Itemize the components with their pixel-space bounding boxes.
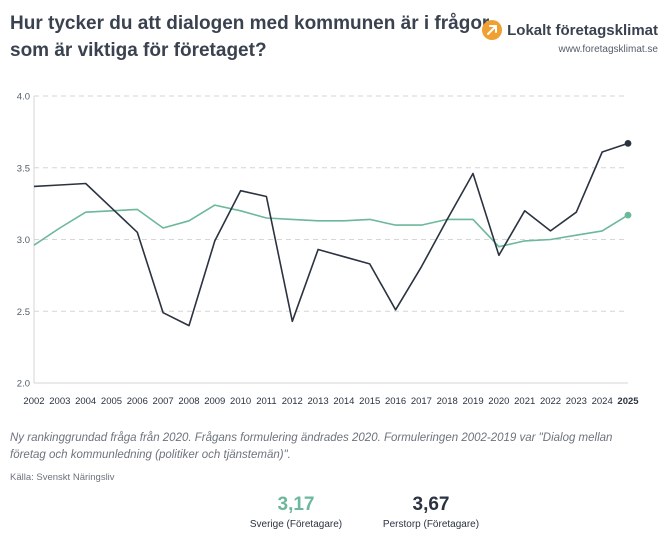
x-tick-label: 2019: [462, 396, 483, 407]
x-tick-label: 2013: [308, 396, 329, 407]
x-tick-label: 2022: [540, 396, 561, 407]
x-tick-label: 2025: [617, 396, 639, 407]
line-chart: 2.0 2.5 3.0 3.5 4.0 2002 2003 2004 2005 2006 2007…: [17, 92, 639, 408]
y-tick-label: 3.0: [17, 235, 30, 246]
x-tick-label: 2021: [514, 396, 535, 407]
x-tick-label: 2015: [359, 396, 380, 407]
series-end-marker-perstorp: [624, 139, 632, 147]
x-tick-label: 2020: [488, 396, 509, 407]
x-tick-label: 2024: [592, 396, 613, 407]
x-tick-label: 2016: [385, 396, 406, 407]
x-tick-label: 2010: [230, 396, 251, 407]
series-line-sverige: [33, 204, 629, 248]
footnote: Ny rankinggrundad fråga från 2020. Fråga…: [10, 432, 613, 461]
x-tick-label: 2011: [256, 396, 276, 407]
x-tick-label: 2014: [333, 396, 354, 407]
gridlines: [33, 95, 628, 384]
y-tick-label: 2.5: [17, 307, 30, 318]
y-tick-label: 4.0: [17, 92, 30, 103]
chart-title: Hur tycker du att dialogen med kommunen …: [10, 13, 490, 61]
brand-logo-icon: [482, 20, 503, 40]
series-end-marker-sverige: [624, 211, 632, 219]
series-line-perstorp: [33, 142, 629, 327]
x-tick-label: 2017: [411, 396, 432, 407]
x-tick-label: 2018: [437, 396, 458, 407]
y-tick-label: 2.0: [17, 379, 30, 390]
x-tick-label: 2003: [49, 396, 70, 407]
x-tick-label: 2007: [153, 396, 174, 407]
stat-perstorp-label: Perstorp (Företagare): [382, 519, 480, 530]
y-axis-ticks: 2.0 2.5 3.0 3.5 4.0: [17, 92, 30, 390]
series-lines: [33, 139, 632, 327]
x-tick-label: 2023: [566, 396, 587, 407]
x-tick-label: 2012: [282, 396, 303, 407]
x-tick-label: 2008: [178, 396, 199, 407]
stat-sverige-value: 3,17: [277, 494, 315, 515]
x-tick-label: 2004: [75, 396, 96, 407]
x-tick-label: 2002: [23, 396, 44, 407]
y-tick-label: 3.5: [17, 163, 30, 174]
brand-url: www.foretagsklimat.se: [558, 44, 658, 55]
source: Källa: Svenskt Näringsliv: [10, 472, 115, 483]
brand-name: Lokalt företagsklimat: [507, 21, 658, 39]
stat-perstorp: 3,67 Perstorp (Företagare): [361, 494, 501, 530]
stat-perstorp-value: 3,67: [412, 494, 450, 515]
stat-sverige: 3,17 Sverige (Företagare): [226, 494, 366, 530]
x-axis-ticks: 2002 2003 2004 2005 2006 2007 2008 2009 2010 2011…: [23, 396, 639, 407]
x-tick-label: 2009: [204, 396, 225, 407]
x-tick-label: 2005: [101, 396, 122, 407]
stat-sverige-label: Sverige (Företagare): [249, 519, 343, 530]
brand: Lokalt företagsklimat www.foretagsklimat…: [482, 20, 658, 55]
x-tick-label: 2006: [127, 396, 148, 407]
